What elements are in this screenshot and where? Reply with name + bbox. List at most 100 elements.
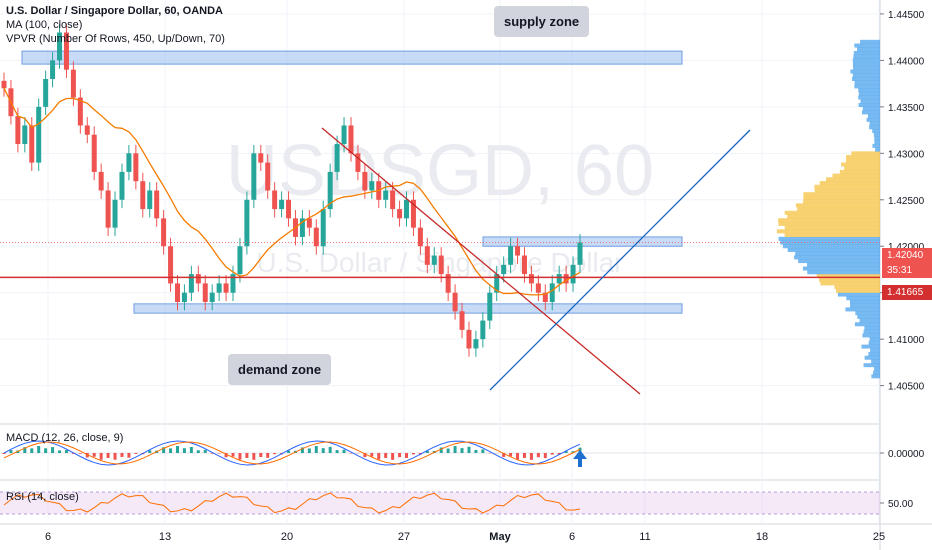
time-tick-label: 20: [281, 531, 293, 543]
countdown-tag: 35:31: [882, 263, 932, 278]
macd-histogram-bar: [308, 448, 311, 453]
candle-body: [15, 116, 20, 144]
macd-histogram-bar: [252, 453, 255, 460]
candle-body: [314, 228, 319, 247]
candle-body: [439, 256, 444, 275]
volume-bar: [796, 203, 880, 207]
volume-bar: [798, 259, 880, 263]
volume-bar: [868, 114, 880, 118]
candle-body: [307, 218, 312, 227]
candle-body: [119, 172, 124, 200]
candle-body: [453, 293, 458, 312]
volume-bar: [834, 285, 880, 289]
volume-bar: [797, 207, 880, 211]
macd-histogram-bar: [322, 448, 325, 453]
ma-legend[interactable]: MA (100, close): [6, 18, 225, 32]
macd-histogram-bar: [370, 453, 373, 457]
macd-histogram-bar: [30, 448, 33, 453]
candle-body: [466, 330, 471, 349]
candle-body: [557, 274, 562, 283]
last-price-tag: 1.42040: [882, 248, 932, 263]
macd-histogram-bar: [9, 450, 12, 453]
macd-histogram-bar: [169, 448, 172, 453]
demand-zone-callout[interactable]: demand zone: [228, 354, 331, 385]
macd-legend[interactable]: MACD (12, 26, close, 9): [6, 431, 123, 445]
macd-histogram-bar: [232, 453, 235, 457]
volume-bar: [864, 330, 880, 334]
supply-zone-callout[interactable]: supply zone: [494, 6, 589, 37]
candle-body: [71, 70, 76, 98]
macd-histogram-bar: [44, 448, 47, 453]
volume-bar: [871, 359, 880, 363]
volume-bar: [864, 363, 880, 367]
time-axis[interactable]: 6 13 20 27 May 6 11 18 25: [45, 531, 885, 543]
level-price-tag: 1.41665: [882, 285, 932, 300]
volume-bar: [875, 148, 880, 152]
macd-histogram-bar: [537, 453, 540, 457]
candle-body: [154, 190, 159, 218]
volume-bar: [860, 319, 880, 323]
rsi-legend[interactable]: RSI (14, close): [6, 490, 79, 504]
symbol-title[interactable]: U.S. Dollar / Singapore Dollar, 60, OAND…: [6, 4, 225, 18]
volume-bar: [850, 300, 880, 304]
volume-bar: [778, 222, 880, 226]
vpvr-legend[interactable]: VPVR (Number Of Rows, 450, Up/Down, 70): [6, 32, 225, 46]
macd-histogram-bar: [183, 448, 186, 453]
candle-body: [418, 228, 423, 247]
candle-body: [460, 311, 465, 330]
volume-bar: [865, 356, 880, 360]
volume-bar: [785, 226, 880, 230]
candle-body: [251, 153, 256, 199]
macd-histogram-bar: [58, 450, 61, 453]
volume-bar: [788, 248, 880, 252]
candle-body: [29, 125, 34, 162]
candle-body: [140, 181, 145, 209]
macd-histogram-bar: [454, 446, 457, 453]
macd-histogram-bar: [315, 446, 318, 453]
watermark-symbol: USDSGD, 60: [226, 131, 654, 211]
volume-bar: [785, 233, 880, 237]
price-tick-label: 1.41000: [888, 335, 925, 346]
volume-bar: [874, 367, 880, 371]
macd-histogram-bar: [474, 450, 477, 453]
time-tick-label: 13: [159, 531, 171, 543]
volume-bar: [862, 333, 880, 337]
macd-histogram-bar: [51, 447, 54, 453]
volume-bar: [853, 55, 880, 59]
volume-bar: [858, 88, 880, 92]
macd-histogram-bar: [176, 446, 179, 453]
volume-bar: [868, 352, 880, 356]
volume-bar: [858, 96, 880, 100]
candle-body: [99, 172, 104, 191]
macd-histogram-bar: [114, 453, 117, 460]
candle-body: [2, 81, 7, 88]
candle-body: [578, 243, 583, 265]
time-tick-label: 18: [756, 531, 768, 543]
macd-histogram-bar: [107, 453, 110, 458]
volume-bar: [854, 84, 880, 88]
candle-body: [342, 125, 347, 144]
macd-histogram-bar: [398, 453, 401, 457]
volume-bar: [777, 229, 880, 233]
macd-histogram-bar: [467, 447, 470, 453]
zone-0: [22, 51, 682, 64]
volume-bar: [870, 337, 880, 341]
macd-histogram-bar: [266, 453, 269, 458]
volume-bar: [844, 166, 880, 170]
volume-bar: [846, 159, 880, 163]
volume-bar: [860, 40, 880, 44]
volume-bar: [862, 110, 880, 114]
volume-bar: [869, 341, 880, 345]
rsi-pane: 50.00: [0, 492, 913, 514]
volume-bar: [857, 47, 880, 51]
volume-bar: [851, 151, 880, 155]
volume-bar: [840, 170, 880, 174]
candle-body: [508, 246, 513, 265]
volume-bar: [859, 103, 880, 107]
volume-bar: [873, 371, 880, 375]
candle-body: [133, 153, 138, 181]
price-axis[interactable]: 1.44500 1.44000 1.43500 1.43000 1.42500 1.420…: [880, 10, 925, 393]
volume-bar: [871, 374, 880, 378]
volume-bar: [779, 237, 880, 241]
